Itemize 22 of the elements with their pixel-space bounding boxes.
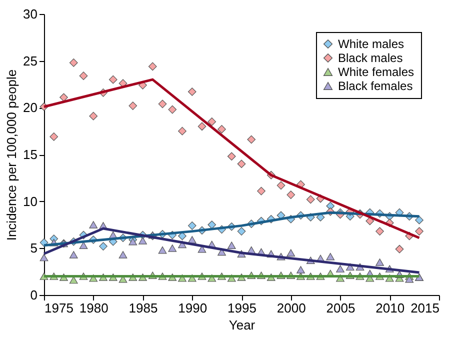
legend-label: Black males xyxy=(338,51,403,65)
x-tick-label: 1985 xyxy=(128,300,158,316)
legend-label: Black females xyxy=(338,79,413,93)
legend-label: White females xyxy=(338,65,414,79)
y-tick-label: 15 xyxy=(23,147,38,162)
x-tick-label: 1995 xyxy=(228,300,256,316)
x-axis-title: Year xyxy=(228,318,256,332)
x-tick-label: 2000 xyxy=(276,300,306,316)
y-axis-title: Incidence per 100,000 people xyxy=(4,69,20,241)
y-tick-label: 5 xyxy=(30,240,38,256)
x-tick-label: 1975 xyxy=(44,300,74,316)
y-tick-label: 25 xyxy=(23,53,38,68)
y-tick-label: 10 xyxy=(23,194,38,209)
y-tick-label: 30 xyxy=(23,6,38,22)
x-tick-label: 2010 xyxy=(376,300,405,316)
y-tick-label: 0 xyxy=(30,288,38,302)
x-tick-label: 1990 xyxy=(178,300,208,316)
x-tick-label: 1980 xyxy=(79,300,108,316)
x-tick-label: 2005 xyxy=(326,300,356,316)
y-tick-label: 20 xyxy=(23,100,38,116)
legend-label: White males xyxy=(338,37,404,51)
x-tick-label: 2015 xyxy=(410,300,440,316)
